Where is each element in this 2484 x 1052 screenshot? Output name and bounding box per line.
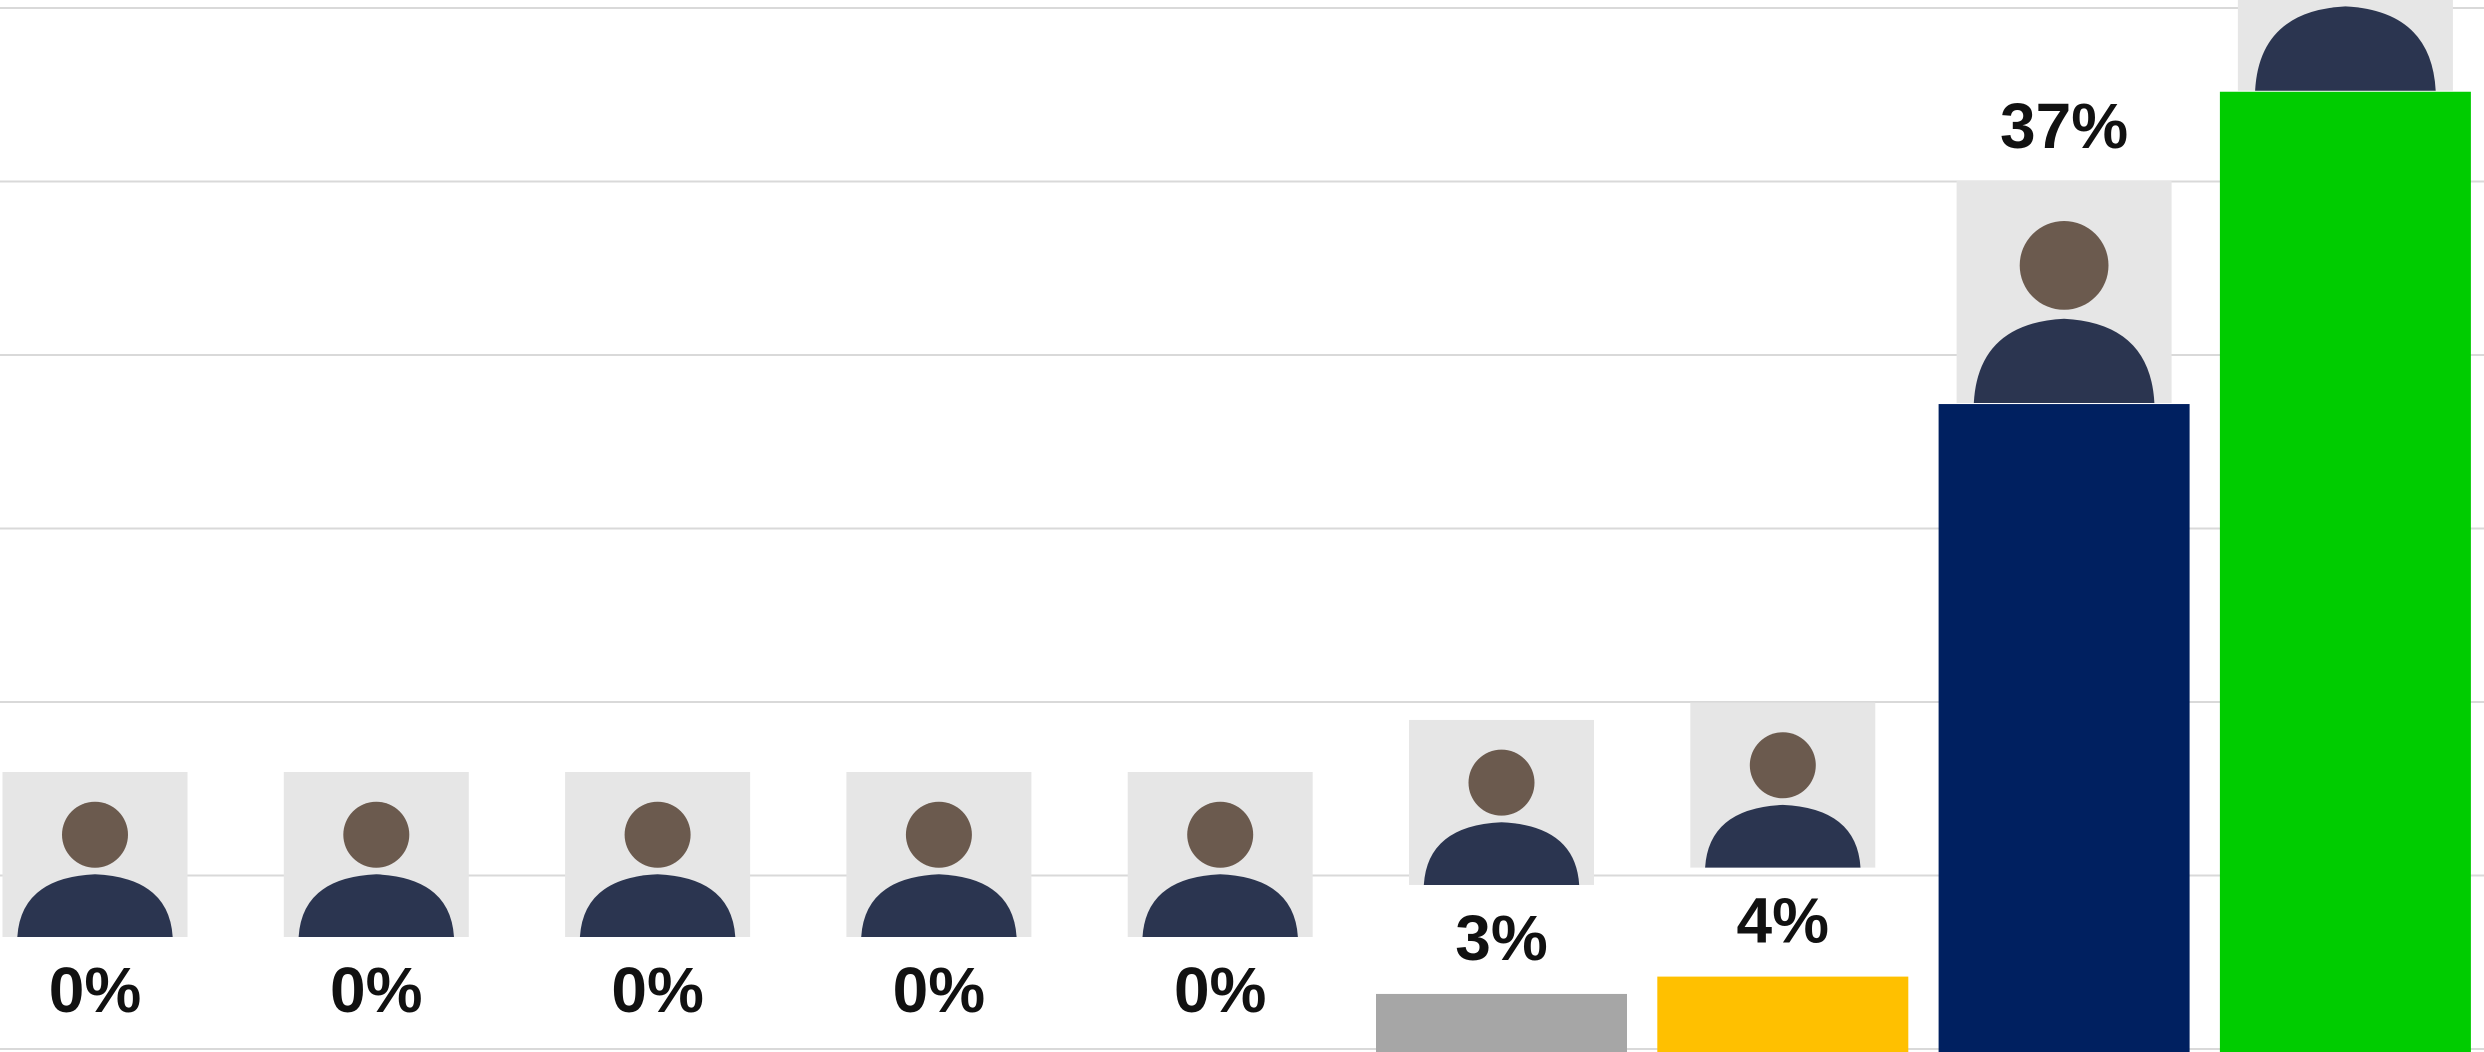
photo-head [343,802,409,868]
candidate-photo [1690,703,1875,868]
photo-head [62,802,128,868]
candidate-photo [2238,0,2453,91]
value-label: 37% [2000,90,2128,162]
bar [2223,95,2468,1049]
photo-head [1750,732,1816,798]
photo-head [1187,802,1253,868]
photo-head [625,802,691,868]
candidate-photo [284,772,469,937]
photo-head [2020,221,2109,310]
candidate-photo [1409,720,1594,885]
candidate-photo [1957,181,2172,403]
value-label: 0% [330,954,423,1026]
candidate-photo [846,772,1031,937]
chart: 0%0%0%0%0%3%4%37%55% [0,0,2484,1052]
photo-head [1469,750,1535,816]
candidate-photo [3,772,188,937]
bar [1942,407,2187,1049]
value-label: 3% [1455,902,1548,974]
bar [1379,997,1624,1049]
page: 0%0%0%0%0%3%4%37%55% (() => { const data… [0,0,2484,1052]
candidate-photo [565,772,750,937]
value-label: 0% [1174,954,1267,1026]
value-label: 0% [893,954,986,1026]
value-label: 0% [49,954,142,1026]
value-label: 0% [611,954,704,1026]
candidate-photo [1128,772,1313,937]
value-label: 4% [1737,885,1830,957]
bar [1660,980,1905,1049]
photo-head [906,802,972,868]
